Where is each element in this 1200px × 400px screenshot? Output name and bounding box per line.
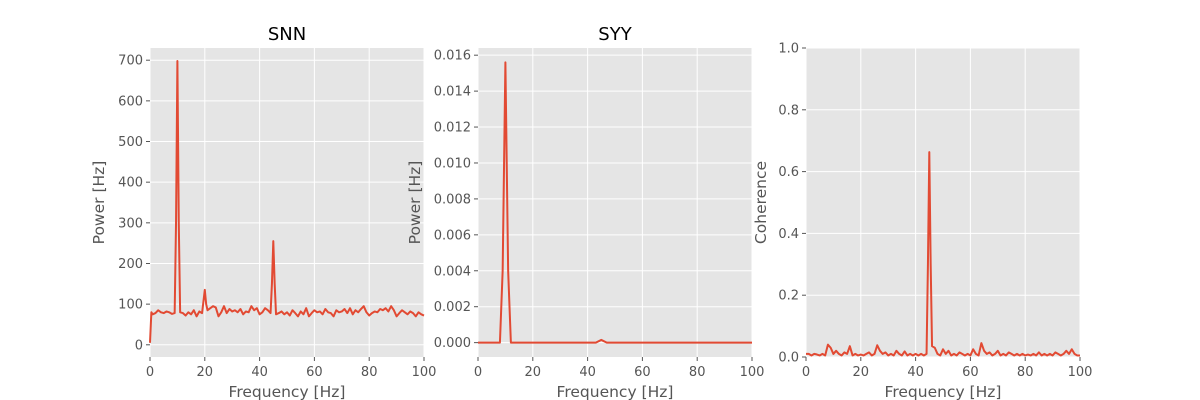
x-tick-label: 100 bbox=[740, 365, 765, 380]
x-tick-label: 20 bbox=[197, 365, 214, 380]
subplot-2: 0 20 40 60 80 100 0.000 0.002 0.004 0.006 0.008 0.0… bbox=[406, 24, 764, 400]
x-tick-label: 80 bbox=[361, 365, 378, 380]
x-tick-label: 0 bbox=[146, 365, 154, 380]
x-tick-label: 60 bbox=[306, 365, 323, 380]
x-tick-label: 40 bbox=[907, 365, 924, 380]
y-tick-label: 0.002 bbox=[434, 300, 471, 315]
subplot-1: 0 20 40 60 80 100 0 100 200 300 400 500 600 700 Freque… bbox=[90, 24, 436, 400]
y-tick-label: 0.0 bbox=[778, 351, 799, 366]
x-tick-label: 100 bbox=[412, 365, 437, 380]
y-tick-label: 600 bbox=[118, 94, 143, 109]
x-tick-label: 0 bbox=[474, 365, 482, 380]
y-tick-label: 1.0 bbox=[778, 42, 799, 57]
y-tick-label: 0.6 bbox=[778, 165, 799, 180]
series-line-1 bbox=[149, 60, 425, 343]
x-tick-label: 60 bbox=[634, 365, 651, 380]
y-tick-label: 700 bbox=[118, 54, 143, 69]
y-tick-label: 0.004 bbox=[434, 264, 471, 279]
chart-title: SYY bbox=[598, 24, 632, 45]
x-tick-label: 80 bbox=[1017, 365, 1034, 380]
y-tick-label: 200 bbox=[118, 257, 143, 272]
y-tick-label: 500 bbox=[118, 135, 143, 150]
y-tick-label: 100 bbox=[118, 298, 143, 313]
x-tick-label: 100 bbox=[1068, 365, 1093, 380]
x-axis-label: Frequency [Hz] bbox=[885, 383, 1002, 400]
y-axis-label: Power [Hz] bbox=[90, 161, 108, 245]
y-tick-label: 0.010 bbox=[434, 156, 471, 171]
y-tick-label: 0.014 bbox=[434, 85, 471, 100]
y-tick-label: 0.016 bbox=[434, 49, 471, 64]
x-tick-label: 40 bbox=[579, 365, 596, 380]
plot-background bbox=[806, 48, 1080, 357]
y-axis-label: Coherence bbox=[752, 161, 770, 244]
x-tick-label: 20 bbox=[853, 365, 870, 380]
x-tick-label: 0 bbox=[802, 365, 810, 380]
plot-background bbox=[478, 48, 752, 357]
y-tick-label: 300 bbox=[118, 216, 143, 231]
x-tick-label: 40 bbox=[251, 365, 268, 380]
series-line-1 bbox=[806, 151, 1080, 357]
y-tick-label: 0.008 bbox=[434, 192, 471, 207]
x-tick-label: 80 bbox=[689, 365, 706, 380]
chart-title: SNN bbox=[268, 24, 306, 45]
y-tick-label: 0.000 bbox=[434, 336, 471, 351]
subplot-3: 0 20 40 60 80 100 0.0 0.2 0.4 0.6 0.8 1.0 Frequency … bbox=[752, 42, 1092, 400]
y-tick-label: 0.4 bbox=[778, 227, 799, 242]
x-tick-label: 60 bbox=[962, 365, 979, 380]
y-tick-label: 0.012 bbox=[434, 121, 471, 136]
plot-background bbox=[150, 48, 424, 357]
x-tick-label: 20 bbox=[525, 365, 542, 380]
y-tick-label: 0.2 bbox=[778, 289, 799, 304]
y-tick-label: 0.006 bbox=[434, 228, 471, 243]
y-tick-label: 0 bbox=[135, 338, 143, 353]
x-axis-label: Frequency [Hz] bbox=[557, 383, 674, 400]
y-axis-label: Power [Hz] bbox=[406, 161, 424, 245]
y-tick-label: 0.8 bbox=[778, 103, 799, 118]
y-tick-label: 400 bbox=[118, 176, 143, 191]
x-axis-label: Frequency [Hz] bbox=[229, 383, 346, 400]
series-line-1 bbox=[478, 61, 752, 344]
